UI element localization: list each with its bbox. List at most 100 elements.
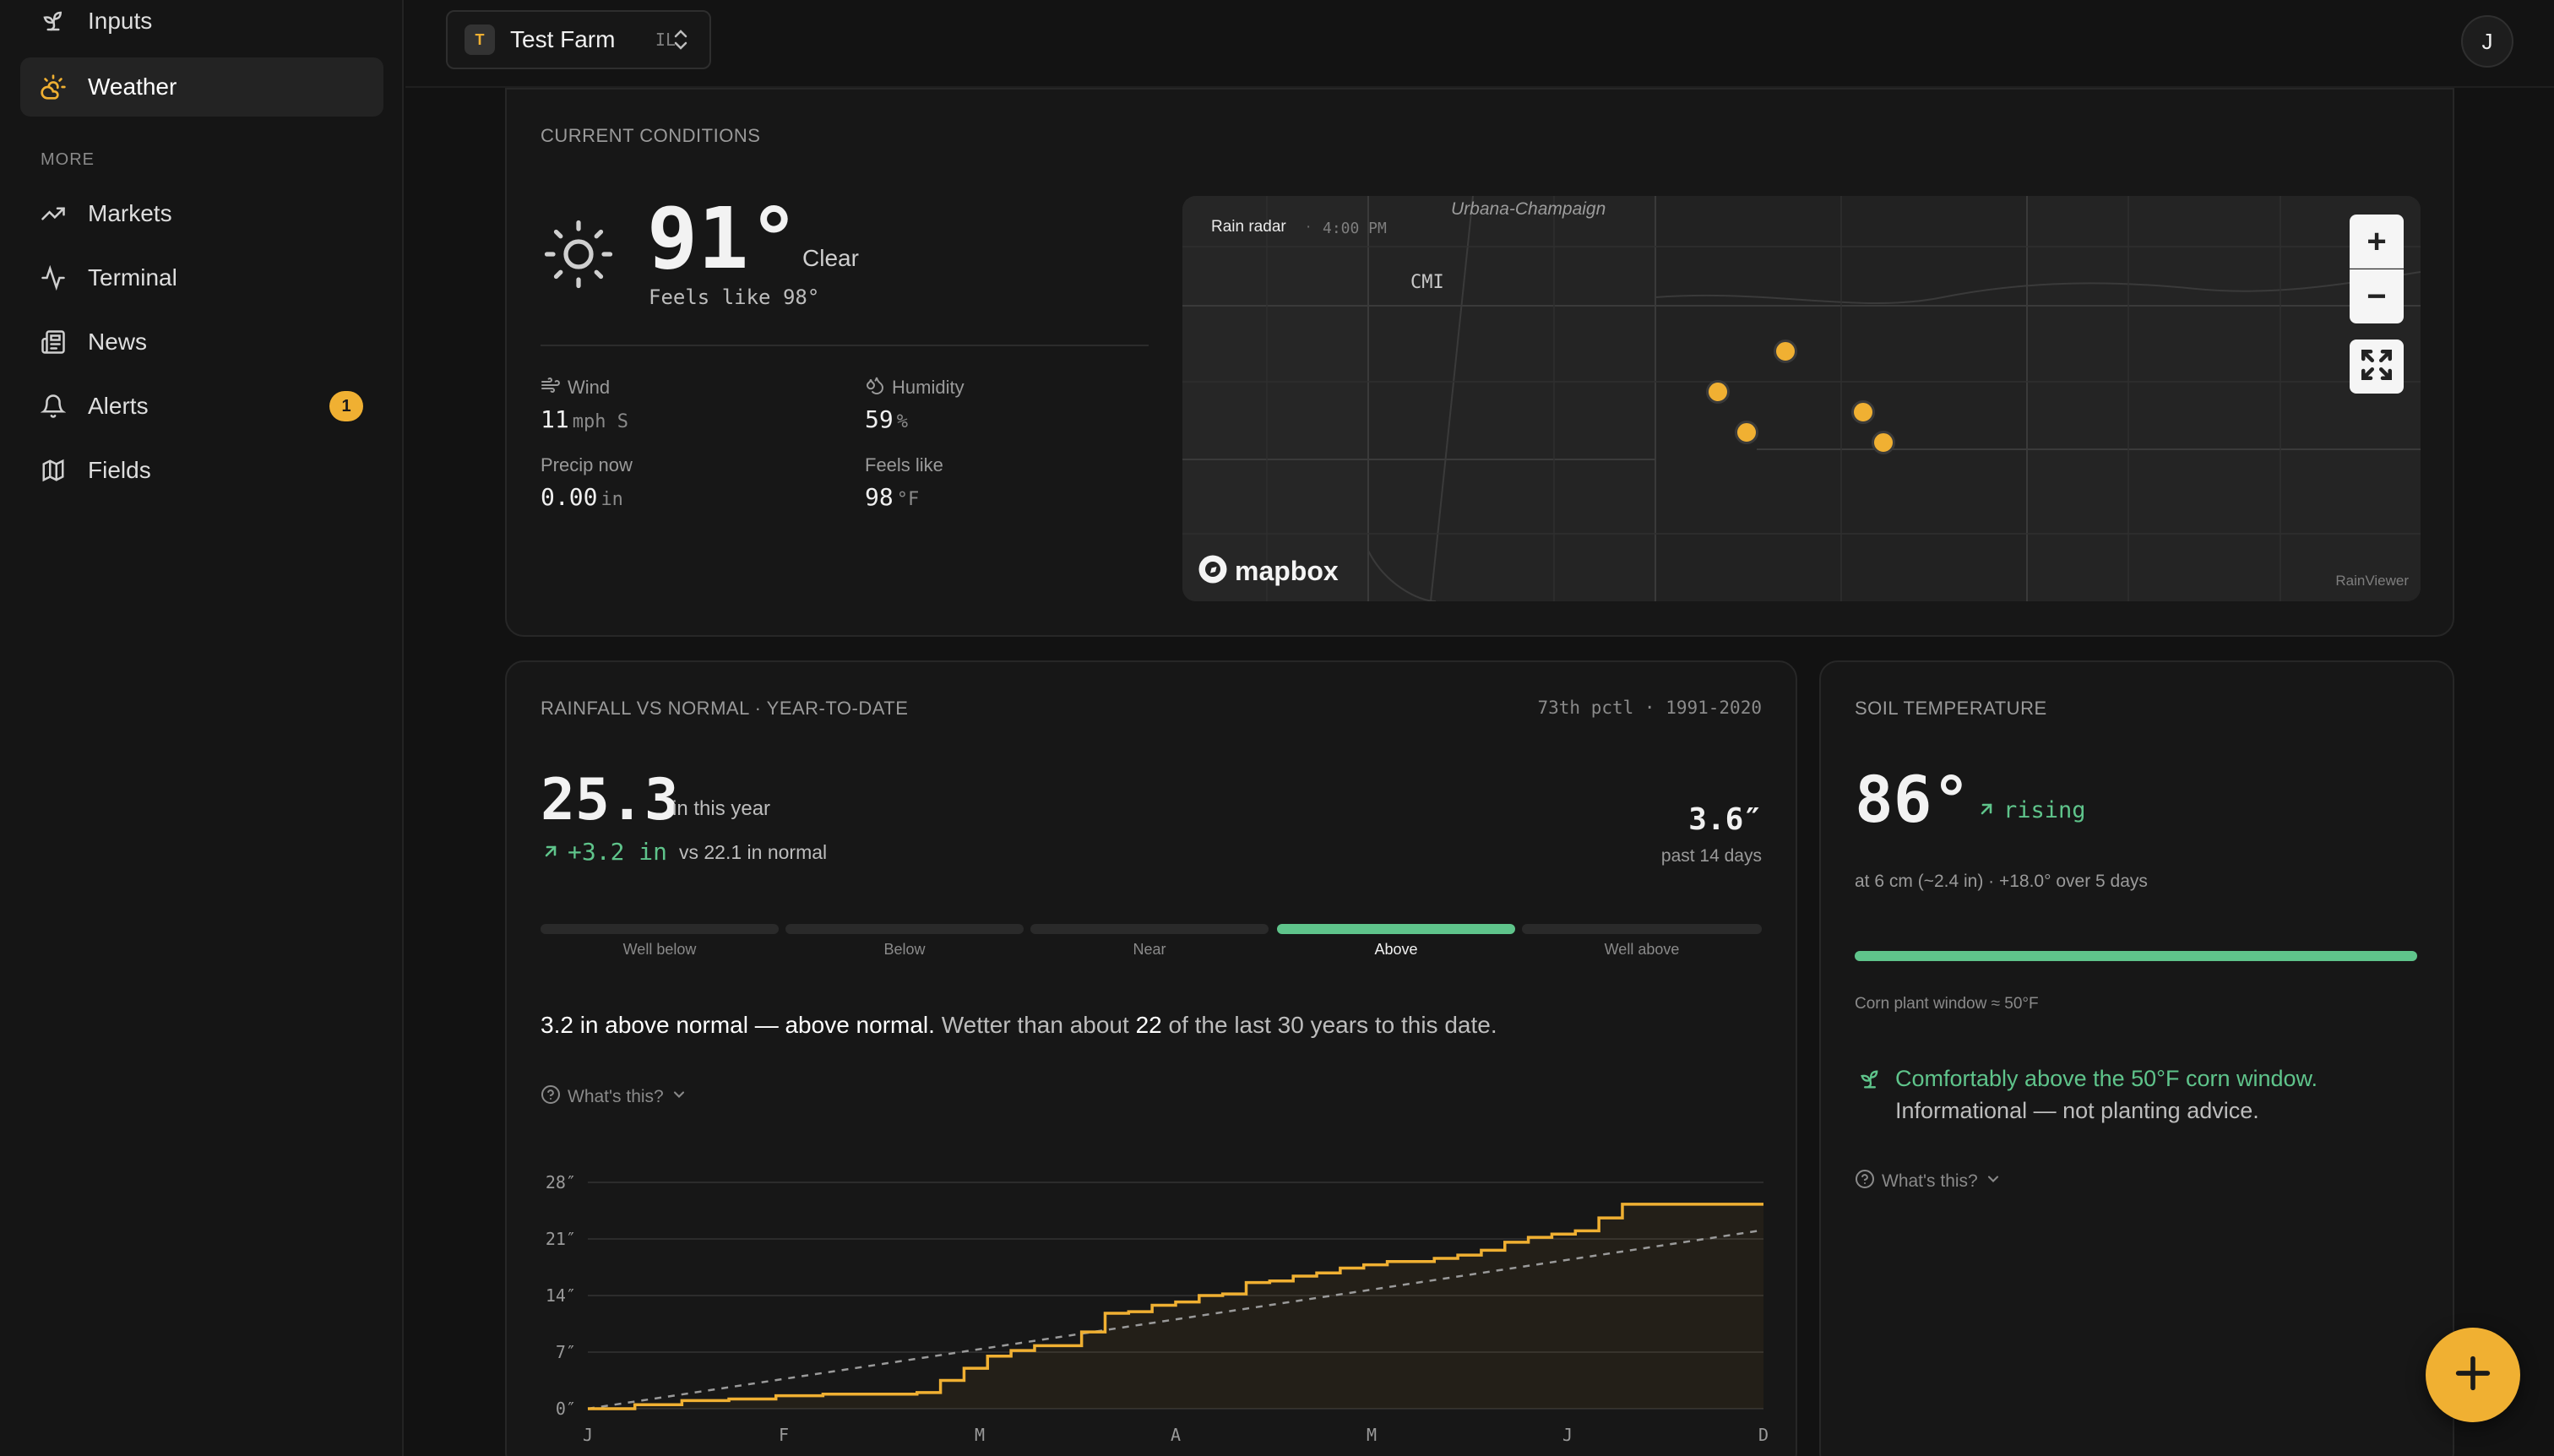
sidebar-item-alerts[interactable]: Alerts 1 [20,377,383,436]
fullscreen-icon [2359,347,2394,387]
sidebar-item-label: Terminal [88,264,177,291]
soil-progress-track [1855,951,2417,961]
whats-this-label: What's this? [568,1087,664,1106]
precip-unit: in [600,489,623,510]
radar-label: Rain radar [1211,218,1286,236]
sidebar-item-fields[interactable]: Fields [20,441,383,500]
rainfall-total: 25.3 [541,767,679,834]
chevron-up-down-icon [672,27,689,52]
sidebar-item-news[interactable]: News [20,312,383,372]
sidebar-item-label: Fields [88,457,151,483]
range-segment-well-below [541,924,779,934]
precip-value: 0.00 in [541,483,623,511]
seedling-icon [39,7,68,35]
current-conditions-card: CURRENT CONDITIONS 91° Clear Feels like … [505,88,2454,637]
soil-trend: rising [2003,797,2086,823]
map-attribution[interactable]: RainViewer [2335,573,2409,589]
arrow-up-right-icon [541,841,561,866]
sidebar-item-label: Markets [88,200,172,226]
rain-radar-map[interactable]: Rain radar · 4:00 PM Urbana-Champaign CM… [1182,196,2421,601]
radar-separator: · [1306,218,1312,236]
sun-icon [541,216,617,296]
whats-this-toggle[interactable]: What's this? [541,1084,687,1110]
map-roads [1182,196,2421,601]
chevron-down-icon [671,1086,687,1108]
alerts-count-badge: 1 [329,391,363,421]
section-label-more: MORE [41,150,95,169]
field-marker[interactable] [1735,421,1758,444]
activity-icon [39,263,68,292]
add-button[interactable] [2426,1328,2520,1422]
newspaper-icon [39,328,68,356]
current-temperature: 91° [647,189,800,288]
chevron-down-icon [1985,1171,2002,1193]
x-tick-label: J [583,1425,593,1445]
x-tick-label: F [779,1425,789,1445]
card-label: CURRENT CONDITIONS [541,125,761,146]
sidebar-item-weather[interactable]: Weather [20,57,383,117]
x-tick-label: D [1758,1425,1769,1445]
humidity-label-text: Humidity [892,377,965,398]
soil-temperature: 86° [1855,762,1971,837]
normal-series-line [587,1229,1764,1410]
precip-label: Precip now [541,454,633,475]
summary-number: 22 [1135,1012,1162,1038]
fullscreen-button[interactable] [2350,340,2404,394]
field-marker[interactable] [1851,400,1875,424]
humidity-value: 59% [865,405,908,433]
whats-this-toggle[interactable]: What's this? [1855,1169,2002,1194]
card-label: RAINFALL VS NORMAL · YEAR-TO-DATE [541,698,909,719]
humidity-number: 59 [865,405,894,433]
range-segment-above [1277,924,1515,934]
y-tick-label: 28″ [546,1172,576,1193]
mapbox-icon [1198,554,1228,589]
summary-prefix: Wetter than about [941,1012,1129,1038]
feels-like-unit: °F [896,489,920,510]
rainfall-summary: 3.2 in above normal — above normal. Wett… [541,1012,1497,1039]
wind-unit: mph S [572,411,628,432]
user-avatar[interactable]: J [2461,15,2513,68]
sidebar-item-terminal[interactable]: Terminal [20,248,383,307]
y-tick-label: 7″ [556,1342,576,1362]
sidebar-item-label: News [88,329,148,355]
trending-up-icon [39,199,68,228]
humidity-label: Humidity [865,375,965,400]
rainfall-card: RAINFALL VS NORMAL · YEAR-TO-DATE 73th p… [505,660,1797,1456]
summary-suffix: of the last 30 years to this date. [1168,1012,1497,1038]
precip-number: 0.00 [541,483,598,511]
soil-status-sub: Informational — not planting advice. [1895,1098,2259,1123]
feels-like-number: 98 [865,483,894,511]
zoom-out-glyph: − [2367,278,2387,315]
zoom-out-button[interactable]: − [2350,269,2404,323]
y-tick-label: 21″ [546,1229,576,1249]
soil-detail: at 6 cm (~2.4 in) · +18.0° over 5 days [1855,872,2148,891]
wind-value: 11 mph S [541,405,628,433]
field-marker[interactable] [1774,340,1797,363]
farm-avatar: T [465,24,495,55]
range-segment-near [1030,924,1269,934]
wind-label-text: Wind [568,377,611,398]
humidity-unit: % [896,411,908,432]
card-label: SOIL TEMPERATURE [1855,698,2047,719]
rainfall-chart: 28″ 21″ 14″ 7″ 0″ J F M A M J D [546,1172,1769,1445]
summary-strong: 3.2 in above normal — above normal. [541,1012,935,1038]
feels-like-line: Feels like 98° [649,285,820,309]
sidebar-item-inputs[interactable]: Inputs [20,0,383,51]
plus-icon [2451,1351,2495,1399]
percentile-label: 73th pctl · 1991-2020 [1537,698,1762,718]
field-marker[interactable] [1706,380,1730,404]
x-tick-label: M [975,1425,985,1445]
x-tick-label: M [1367,1425,1377,1445]
wind-icon [541,375,561,400]
farm-state: IL [655,30,676,50]
place-label: Urbana-Champaign [1451,199,1606,219]
divider [541,345,1149,346]
observed-series-line [588,1203,1763,1410]
bell-icon [39,392,68,421]
sidebar-item-markets[interactable]: Markets [20,184,383,243]
field-marker[interactable] [1872,431,1895,454]
zoom-in-button[interactable]: + [2350,215,2404,269]
help-circle-icon [541,1084,561,1110]
arrow-up-right-icon [1976,799,1997,823]
farm-selector[interactable]: T Test Farm IL [446,10,711,69]
